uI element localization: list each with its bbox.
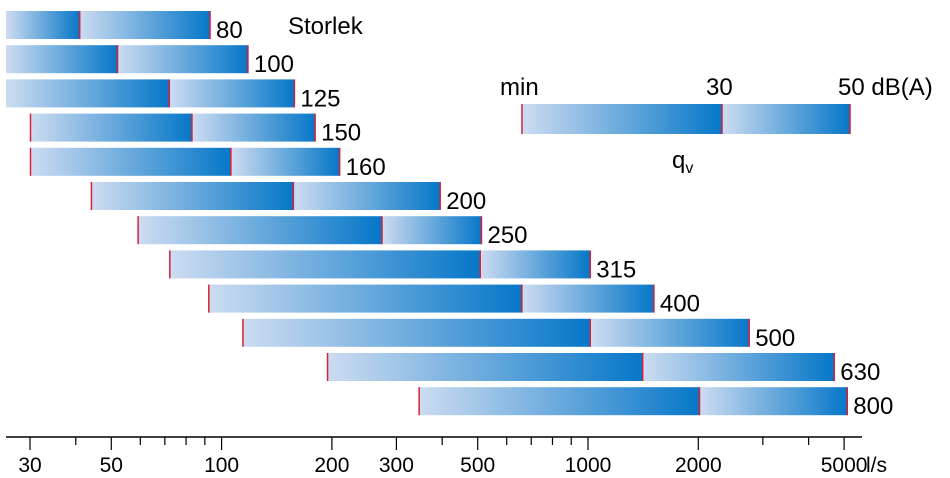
bar-size-125: 125 — [6, 79, 340, 112]
bar-size-250: 250 — [137, 216, 528, 249]
bar-size-800: 800 — [418, 387, 893, 420]
size-header: Storlek — [288, 13, 364, 40]
legend-segment-high — [722, 104, 850, 134]
bar-size-200: 200 — [90, 182, 486, 215]
bar-segment-low — [242, 318, 591, 347]
legend: min 30 50 dB(A) qv — [500, 74, 933, 177]
bar-segment-low — [327, 353, 643, 381]
bar-segment-low — [6, 11, 80, 39]
legend-max-label: 50 dB(A) — [838, 74, 933, 101]
size-label: 315 — [596, 256, 636, 283]
size-label: 800 — [853, 393, 893, 420]
bar-segment-low — [208, 284, 522, 313]
bar-segment-low — [418, 387, 700, 416]
bar-size-315: 315 — [169, 250, 636, 283]
bar-size-630: 630 — [326, 353, 880, 386]
x-tick-label: 100 — [204, 454, 239, 477]
bar-size-400: 400 — [208, 284, 700, 318]
x-tick-label: 300 — [379, 454, 414, 477]
legend-segment-low — [522, 104, 722, 134]
bar-segment-high — [642, 353, 835, 381]
size-label: 125 — [300, 85, 340, 112]
size-label: 500 — [755, 325, 795, 352]
x-tick-label: 500 — [460, 454, 495, 477]
bar-segment-low — [30, 147, 231, 176]
bar-segment-high — [79, 11, 211, 39]
bar-segment-high — [230, 147, 340, 176]
bar-segment-high — [191, 113, 316, 142]
bar-size-80: 80 — [6, 11, 243, 44]
bar-segment-high — [293, 182, 441, 210]
size-label: 160 — [346, 154, 386, 181]
bar-segment-low — [6, 79, 170, 108]
bar-segment-high — [117, 45, 248, 74]
x-tick-label: 200 — [314, 454, 349, 477]
legend-caption-sub: v — [685, 160, 693, 177]
size-label: 80 — [216, 17, 243, 44]
size-label: 200 — [446, 188, 486, 215]
bar-segment-low — [30, 113, 192, 142]
bar-size-160: 160 — [29, 147, 386, 181]
bar-segment-high — [521, 284, 654, 313]
x-tick-label: 50 — [100, 454, 123, 477]
bar-segment-high — [381, 216, 482, 245]
bar-size-100: 100 — [6, 45, 294, 78]
x-tick-label: 5000 — [821, 454, 868, 477]
bar-segment-high — [480, 250, 591, 279]
bar-segment-high — [699, 387, 848, 416]
bar-size-500: 500 — [242, 318, 795, 352]
legend-mid-label: 30 — [706, 74, 733, 101]
legend-caption: qv — [672, 147, 693, 177]
legend-caption-main: q — [672, 147, 685, 174]
x-tick-label: 30 — [18, 454, 41, 477]
bar-segment-low — [169, 250, 481, 279]
size-label: 630 — [840, 359, 880, 386]
bar-segment-high — [169, 79, 295, 108]
bar-segment-low — [137, 216, 382, 245]
legend-min-label: min — [500, 74, 539, 101]
size-label: 250 — [487, 222, 527, 249]
bar-segment-low — [6, 45, 118, 74]
size-label: 150 — [321, 120, 361, 147]
bar-segment-low — [90, 182, 294, 210]
x-tick-label: 1000 — [565, 454, 612, 477]
size-label: 400 — [660, 291, 700, 318]
bar-segment-high — [590, 318, 750, 347]
bar-size-150: 150 — [29, 113, 361, 147]
size-label: 100 — [254, 51, 294, 78]
x-axis-unit: l/s — [866, 454, 887, 477]
x-tick-label: 2000 — [675, 454, 722, 477]
legend-bar — [521, 104, 851, 134]
